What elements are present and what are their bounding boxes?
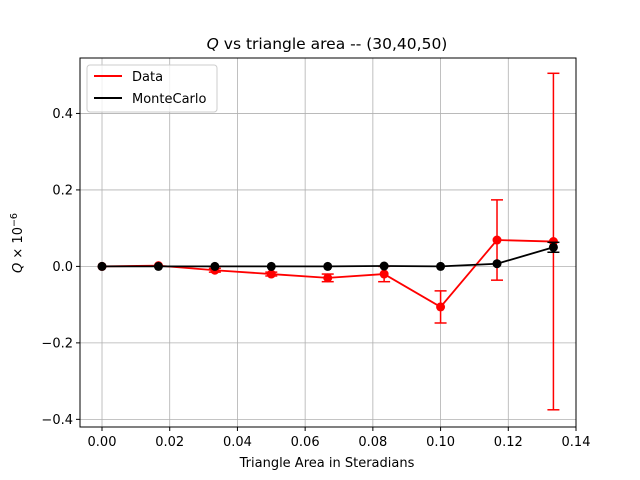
y-tick-label: 0.2 [52, 183, 73, 198]
legend-label-data: Data [132, 70, 163, 85]
data-point-montecarlo [97, 261, 107, 271]
data-point-montecarlo [153, 261, 163, 271]
y-axis-label: Q × 10−6 [9, 213, 26, 273]
x-tick-label: 0.12 [494, 435, 523, 450]
x-tick-label: 0.00 [88, 435, 117, 450]
x-tick-label: 0.14 [562, 435, 591, 450]
title-symbol: Q [207, 35, 219, 53]
data-point-montecarlo [492, 259, 502, 269]
data-point-montecarlo [548, 242, 558, 252]
x-axis-label: Triangle Area in Steradians [239, 456, 415, 471]
y-axis-symbol: Q [11, 263, 26, 273]
axis-ticks: 0.00 0.02 0.04 0.06 0.08 0.10 0.12 0.14 −0.4 −0.2… [41, 107, 590, 450]
x-tick-label: 0.10 [426, 435, 455, 450]
data-point-montecarlo [436, 261, 446, 271]
data-point-data [436, 302, 446, 312]
y-tick-label: −0.2 [41, 336, 73, 351]
legend-label-montecarlo: MonteCarlo [132, 92, 207, 107]
data-point-data [266, 269, 276, 279]
data-point-montecarlo [210, 261, 220, 271]
data-point-data [323, 273, 333, 283]
data-point-montecarlo [323, 261, 333, 271]
data-point-montecarlo [266, 261, 276, 271]
title-text: vs triangle area -- (30,40,50) [219, 35, 448, 53]
plot-series [97, 72, 560, 411]
series-montecarlo [97, 241, 560, 271]
x-tick-label: 0.08 [358, 435, 387, 450]
legend: Data MonteCarlo [86, 64, 218, 113]
y-axis-exponent: −6 [9, 213, 20, 227]
x-tick-label: 0.02 [155, 435, 184, 450]
chart-title: Q vs triangle area -- (30,40,50) [207, 35, 448, 53]
y-axis-times: × 10 [11, 227, 26, 263]
plot-frame [79, 57, 577, 428]
y-tick-label: 0.0 [52, 260, 73, 275]
data-point-montecarlo [379, 261, 389, 271]
data-point-data [379, 269, 389, 279]
y-tick-label: 0.4 [52, 107, 73, 122]
y-tick-label: −0.4 [41, 413, 73, 428]
x-tick-label: 0.06 [291, 435, 320, 450]
x-tick-label: 0.04 [223, 435, 252, 450]
data-point-data [492, 235, 502, 245]
